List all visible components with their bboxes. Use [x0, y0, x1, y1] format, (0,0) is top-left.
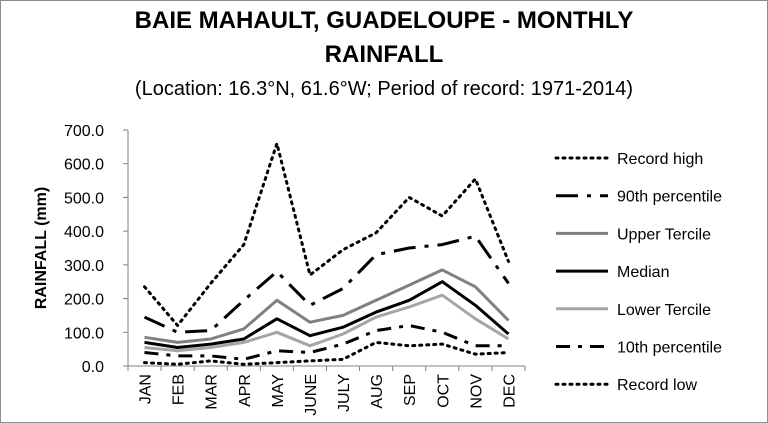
x-tick-label: JUNE: [303, 374, 320, 416]
y-tick-label: 300.0: [64, 258, 104, 275]
x-tick-label: JAN: [138, 374, 155, 404]
y-tick-label: 600.0: [64, 157, 104, 174]
series-line-upper-tercile: [144, 268, 510, 344]
chart-subtitle: (Location: 16.3°N, 61.6°W; Period of rec…: [134, 78, 634, 100]
y-tick-label: 400.0: [64, 224, 104, 241]
legend-label-upper-tercile: Upper Tercile: [617, 226, 711, 243]
series-line-90th-percentile: [143, 234, 510, 334]
chart-legend: Record high 90th percentile Upper Tercile M…: [554, 151, 722, 394]
y-tick-label: 200.0: [64, 292, 104, 309]
x-tick-label: OCT: [435, 374, 452, 408]
legend-label-record-high: Record high: [617, 151, 703, 168]
legend-label-90th-percentile: 90th percentile: [617, 189, 722, 206]
y-tick-label: 700.0: [64, 123, 104, 140]
series-line-lower-tercile: [144, 293, 510, 353]
series-line-record-low: [143, 340, 510, 366]
legend-label-record-low: Record low: [617, 377, 697, 394]
x-tick-label: NOV: [468, 374, 485, 409]
x-tick-label: DEC: [501, 374, 518, 408]
x-tick-label: SEP: [402, 374, 419, 406]
y-tick-label: 0.0: [82, 359, 104, 376]
x-tick-label: APR: [237, 374, 254, 407]
legend-label-lower-tercile: Lower Tercile: [617, 302, 711, 319]
x-tick-label: MAR: [204, 374, 221, 410]
chart-series: [143, 142, 510, 366]
series-line-10th-percentile: [144, 324, 509, 361]
y-tick-label: 100.0: [64, 325, 104, 342]
chart-title-line1: BAIE MAHAULT, GUADELOUPE - MONTHLY: [134, 7, 634, 34]
x-tick-label: AUG: [369, 374, 386, 409]
x-tick-label: FEB: [171, 374, 188, 405]
legend-label-10th-percentile: 10th percentile: [617, 340, 722, 357]
x-tick-label: MAY: [270, 374, 287, 408]
y-axis-title: RAINFALL (mm): [33, 187, 50, 309]
chart-axes: 0.0 100.0 200.0 300.0 400.0 500.0 600.0 700.0 JA…: [33, 123, 526, 416]
y-tick-label: 500.0: [64, 190, 104, 207]
x-tick-label: JULY: [336, 374, 353, 412]
series-line-median: [144, 280, 510, 349]
chart-title-line2: RAINFALL: [324, 41, 444, 68]
legend-label-median: Median: [617, 264, 669, 281]
